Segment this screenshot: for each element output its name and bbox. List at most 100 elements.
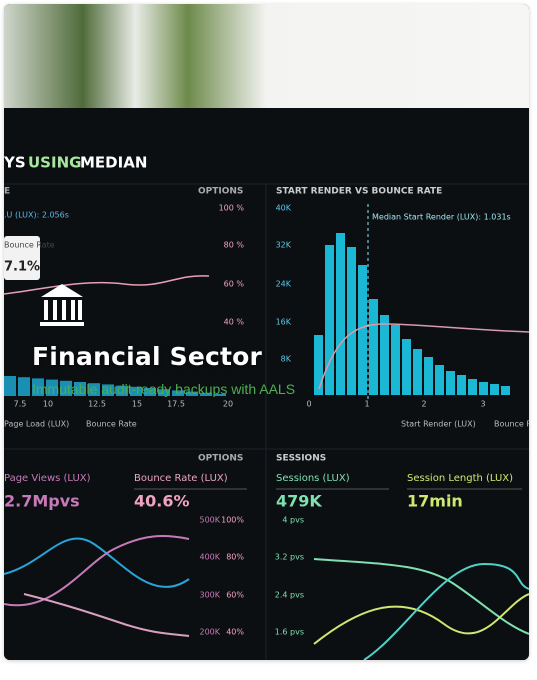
photo-bar bbox=[314, 335, 323, 395]
photo-text: Bounce Rate bbox=[4, 241, 55, 250]
photo-line bbox=[313, 593, 529, 645]
photo-text: 17min bbox=[407, 492, 463, 511]
photo-text: 200K bbox=[199, 628, 220, 637]
photo-text: 500K bbox=[199, 516, 220, 525]
photo-text: 7.1% bbox=[4, 260, 40, 275]
photo-text: Sessions (LUX) bbox=[276, 473, 350, 484]
photo-text: 40 % bbox=[224, 318, 245, 327]
photo-bar bbox=[32, 378, 44, 396]
photo-bar bbox=[116, 385, 128, 396]
photo-bar bbox=[457, 375, 466, 395]
photo-text: 40.6% bbox=[134, 492, 190, 511]
photo-bar bbox=[479, 382, 488, 395]
photo-bar bbox=[369, 299, 378, 395]
photo-bar bbox=[435, 365, 444, 395]
photo-line bbox=[318, 323, 529, 390]
photo-line bbox=[23, 593, 190, 637]
photo-text: 60 % bbox=[224, 280, 245, 289]
photo-bar bbox=[501, 386, 510, 395]
photo-text: 8K bbox=[281, 355, 292, 364]
card-subtitle: Immutable audit-ready backups with AALS bbox=[32, 381, 296, 397]
photo-text: 2.7Mpvs bbox=[4, 492, 80, 511]
photo-text: 20 bbox=[223, 400, 233, 409]
photo-text: OPTIONS bbox=[198, 454, 243, 464]
bank-icon bbox=[40, 284, 84, 326]
icon-pillar bbox=[78, 300, 82, 320]
photo-bar bbox=[186, 391, 198, 396]
photo-text: Bounce Rate (LUX) bbox=[134, 473, 228, 484]
photo-text: 400K bbox=[199, 553, 220, 562]
photo-bar bbox=[413, 349, 422, 395]
photo-text: 17.5 bbox=[167, 400, 185, 409]
photo-bar bbox=[46, 379, 58, 396]
caption: Financial Sector Immutable audit-ready b… bbox=[32, 342, 512, 397]
photo-text: E bbox=[4, 187, 10, 197]
photo-bar bbox=[144, 388, 156, 396]
photo-bar bbox=[130, 386, 142, 396]
photo-text: 7.5 bbox=[14, 400, 27, 409]
photo-bar bbox=[4, 376, 16, 396]
photo-bar bbox=[336, 233, 345, 395]
photo-text: 1 bbox=[364, 400, 369, 409]
icon-pillar bbox=[71, 300, 75, 320]
photo-bar bbox=[325, 245, 334, 395]
photo-text: SESSIONS bbox=[276, 454, 326, 464]
photo-text: 1.6 pvs bbox=[275, 628, 304, 637]
photo-bar bbox=[102, 384, 114, 396]
photo-bar bbox=[172, 390, 184, 396]
photo-bar bbox=[380, 315, 389, 395]
photo-bar bbox=[60, 380, 72, 396]
photo-text: 40% bbox=[226, 628, 244, 637]
photo-text: 60% bbox=[226, 591, 244, 600]
photo-text: 24K bbox=[276, 280, 292, 289]
photo-text: 80 % bbox=[224, 241, 245, 250]
photo-text: 479K bbox=[276, 492, 322, 511]
photo-text: 0 bbox=[306, 400, 311, 409]
photo-bar bbox=[200, 392, 212, 396]
photo-text: MEDIAN bbox=[80, 154, 147, 172]
card[interactable]: YS USING MEDIAN E OPTIONS START RENDER VS BOU… bbox=[4, 4, 529, 660]
photo-bar bbox=[446, 371, 455, 395]
photo-text: 4 pvs bbox=[282, 516, 304, 525]
icon-base bbox=[40, 322, 84, 326]
icon-pillar bbox=[62, 300, 66, 320]
photo-line bbox=[4, 537, 190, 588]
photo-text: 2 bbox=[421, 400, 426, 409]
photo-text: 15 bbox=[132, 400, 142, 409]
photo-bar bbox=[490, 384, 499, 395]
photo-text: 100% bbox=[221, 516, 244, 525]
icon-roof bbox=[41, 284, 83, 297]
card-title: Financial Sector bbox=[32, 342, 263, 371]
photo-text: Start Render (LUX) bbox=[401, 420, 476, 429]
photo-bar bbox=[358, 265, 367, 395]
photo-bar bbox=[424, 357, 433, 395]
photo-text: USING bbox=[28, 154, 81, 172]
photo-bar bbox=[74, 382, 86, 396]
photo-bar bbox=[347, 247, 356, 395]
photo-bar bbox=[391, 325, 400, 395]
photo-text: 32K bbox=[276, 241, 292, 250]
photo-text: 12.5 bbox=[88, 400, 106, 409]
photo-line bbox=[363, 562, 529, 660]
photo-text: 2.4 pvs bbox=[275, 591, 304, 600]
photo-text: 300K bbox=[199, 591, 220, 600]
icon-pillar bbox=[44, 300, 48, 320]
photo-line bbox=[4, 535, 190, 607]
photo-bar bbox=[158, 389, 170, 396]
photo-bar bbox=[402, 339, 411, 395]
photo-text: OPTIONS bbox=[198, 187, 243, 197]
photo-line bbox=[4, 275, 210, 295]
photo-text: 100 % bbox=[219, 204, 245, 213]
photo-text: YS bbox=[4, 154, 26, 172]
photo-text: 16K bbox=[276, 318, 292, 327]
photo-text: 3.2 pvs bbox=[275, 553, 304, 562]
tooltip bbox=[4, 236, 40, 280]
photo-text: 10 bbox=[43, 400, 53, 409]
photo-text: START RENDER VS BOUNCE RATE bbox=[276, 187, 442, 197]
photo-bar bbox=[214, 394, 226, 396]
photo-text: Session Length (LUX) bbox=[407, 473, 513, 484]
photo-line bbox=[313, 558, 529, 635]
icon-pillar bbox=[53, 300, 57, 320]
